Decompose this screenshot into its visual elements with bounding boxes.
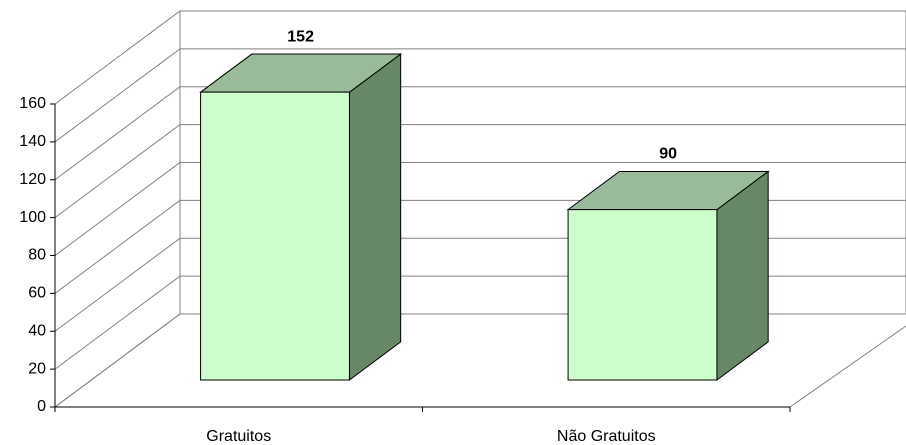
grid-line <box>54 124 906 219</box>
y-tick-label: 140 <box>19 133 46 150</box>
bar <box>567 209 718 381</box>
bar <box>200 91 350 381</box>
grid-line <box>54 48 906 143</box>
x-tick-label: Não Gratuitos <box>557 428 656 445</box>
grid-line <box>54 275 906 370</box>
y-tick-label: 100 <box>19 209 46 226</box>
y-tick-label: 20 <box>28 360 46 377</box>
y-tick-label: 40 <box>28 322 46 339</box>
y-tick-label: 80 <box>28 247 46 264</box>
grid-line <box>54 10 906 105</box>
grid-line <box>54 199 906 294</box>
y-tick-label: 160 <box>19 95 46 112</box>
data-label: 90 <box>659 146 677 163</box>
x-tick-label: Gratuitos <box>206 428 271 445</box>
grid-line <box>54 86 906 181</box>
y-tick-label: 60 <box>28 285 46 302</box>
grid-line <box>54 237 906 332</box>
grid-line <box>54 313 906 408</box>
y-tick-label: 0 <box>37 398 46 415</box>
floor <box>789 325 906 408</box>
bar-side <box>348 53 402 382</box>
y-tick-label: 120 <box>19 171 46 188</box>
data-label: 152 <box>287 28 314 45</box>
grid-line <box>54 162 906 256</box>
